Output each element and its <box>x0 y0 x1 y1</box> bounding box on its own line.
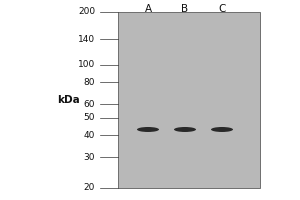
Text: A: A <box>144 4 152 14</box>
Text: 20: 20 <box>84 184 95 192</box>
Text: C: C <box>218 4 226 14</box>
Text: kDa: kDa <box>57 95 80 105</box>
Text: 140: 140 <box>78 35 95 44</box>
Ellipse shape <box>137 127 159 132</box>
Text: 50: 50 <box>83 113 95 122</box>
Text: 30: 30 <box>83 153 95 162</box>
Bar <box>118 12 260 188</box>
Text: 80: 80 <box>83 78 95 87</box>
Ellipse shape <box>211 127 233 132</box>
Text: 40: 40 <box>84 131 95 140</box>
Text: 100: 100 <box>78 60 95 69</box>
Ellipse shape <box>174 127 196 132</box>
Text: B: B <box>182 4 189 14</box>
Text: 60: 60 <box>83 100 95 109</box>
Text: 200: 200 <box>78 7 95 17</box>
